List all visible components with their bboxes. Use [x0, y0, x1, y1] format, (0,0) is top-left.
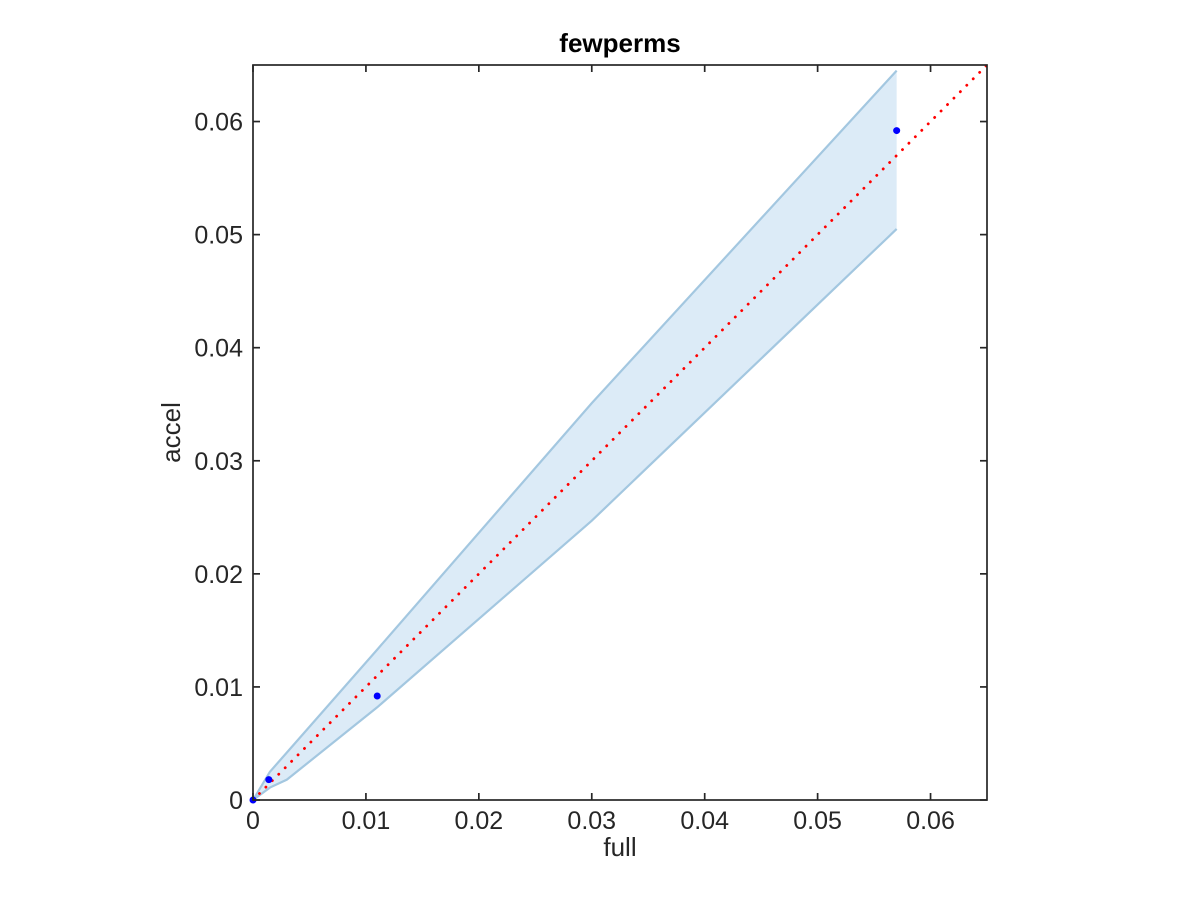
x-axis-label: full [603, 832, 636, 862]
axes-box [252, 64, 988, 801]
x-tick-label: 0.03 [567, 807, 616, 835]
x-tick-label: 0.01 [342, 807, 391, 835]
x-tick-label: 0 [246, 807, 260, 835]
band-lower-edge [252, 228, 898, 801]
x-tick-label: 0.05 [793, 807, 842, 835]
y-tick-label: 0.02 [194, 561, 243, 589]
identity-line [251, 63, 989, 802]
y-tick-label: 0.03 [194, 448, 243, 476]
x-tick-label: 0.02 [455, 807, 504, 835]
y-tick-label: 0.01 [194, 674, 243, 702]
data-point [265, 776, 273, 784]
confidence-band [253, 70, 897, 800]
y-axis-label: accel [156, 402, 186, 463]
data-point [373, 692, 381, 700]
y-tick-label: 0.05 [194, 222, 243, 250]
y-tick-label: 0.04 [194, 335, 243, 363]
band-upper-edge [252, 69, 898, 801]
tick-labels: 0 0.01 0.02 0.03 0.04 0.05 0.06 0 0.01 0.02 0.03 0.… [194, 109, 955, 835]
chart-title: fewperms [559, 28, 680, 58]
axis-ticks [252, 65, 987, 801]
y-tick-label: 0.06 [194, 109, 243, 137]
x-tick-label: 0.06 [906, 807, 955, 835]
x-tick-label: 0.04 [680, 807, 729, 835]
y-tick-label: 0 [229, 787, 243, 815]
data-point [893, 127, 901, 135]
